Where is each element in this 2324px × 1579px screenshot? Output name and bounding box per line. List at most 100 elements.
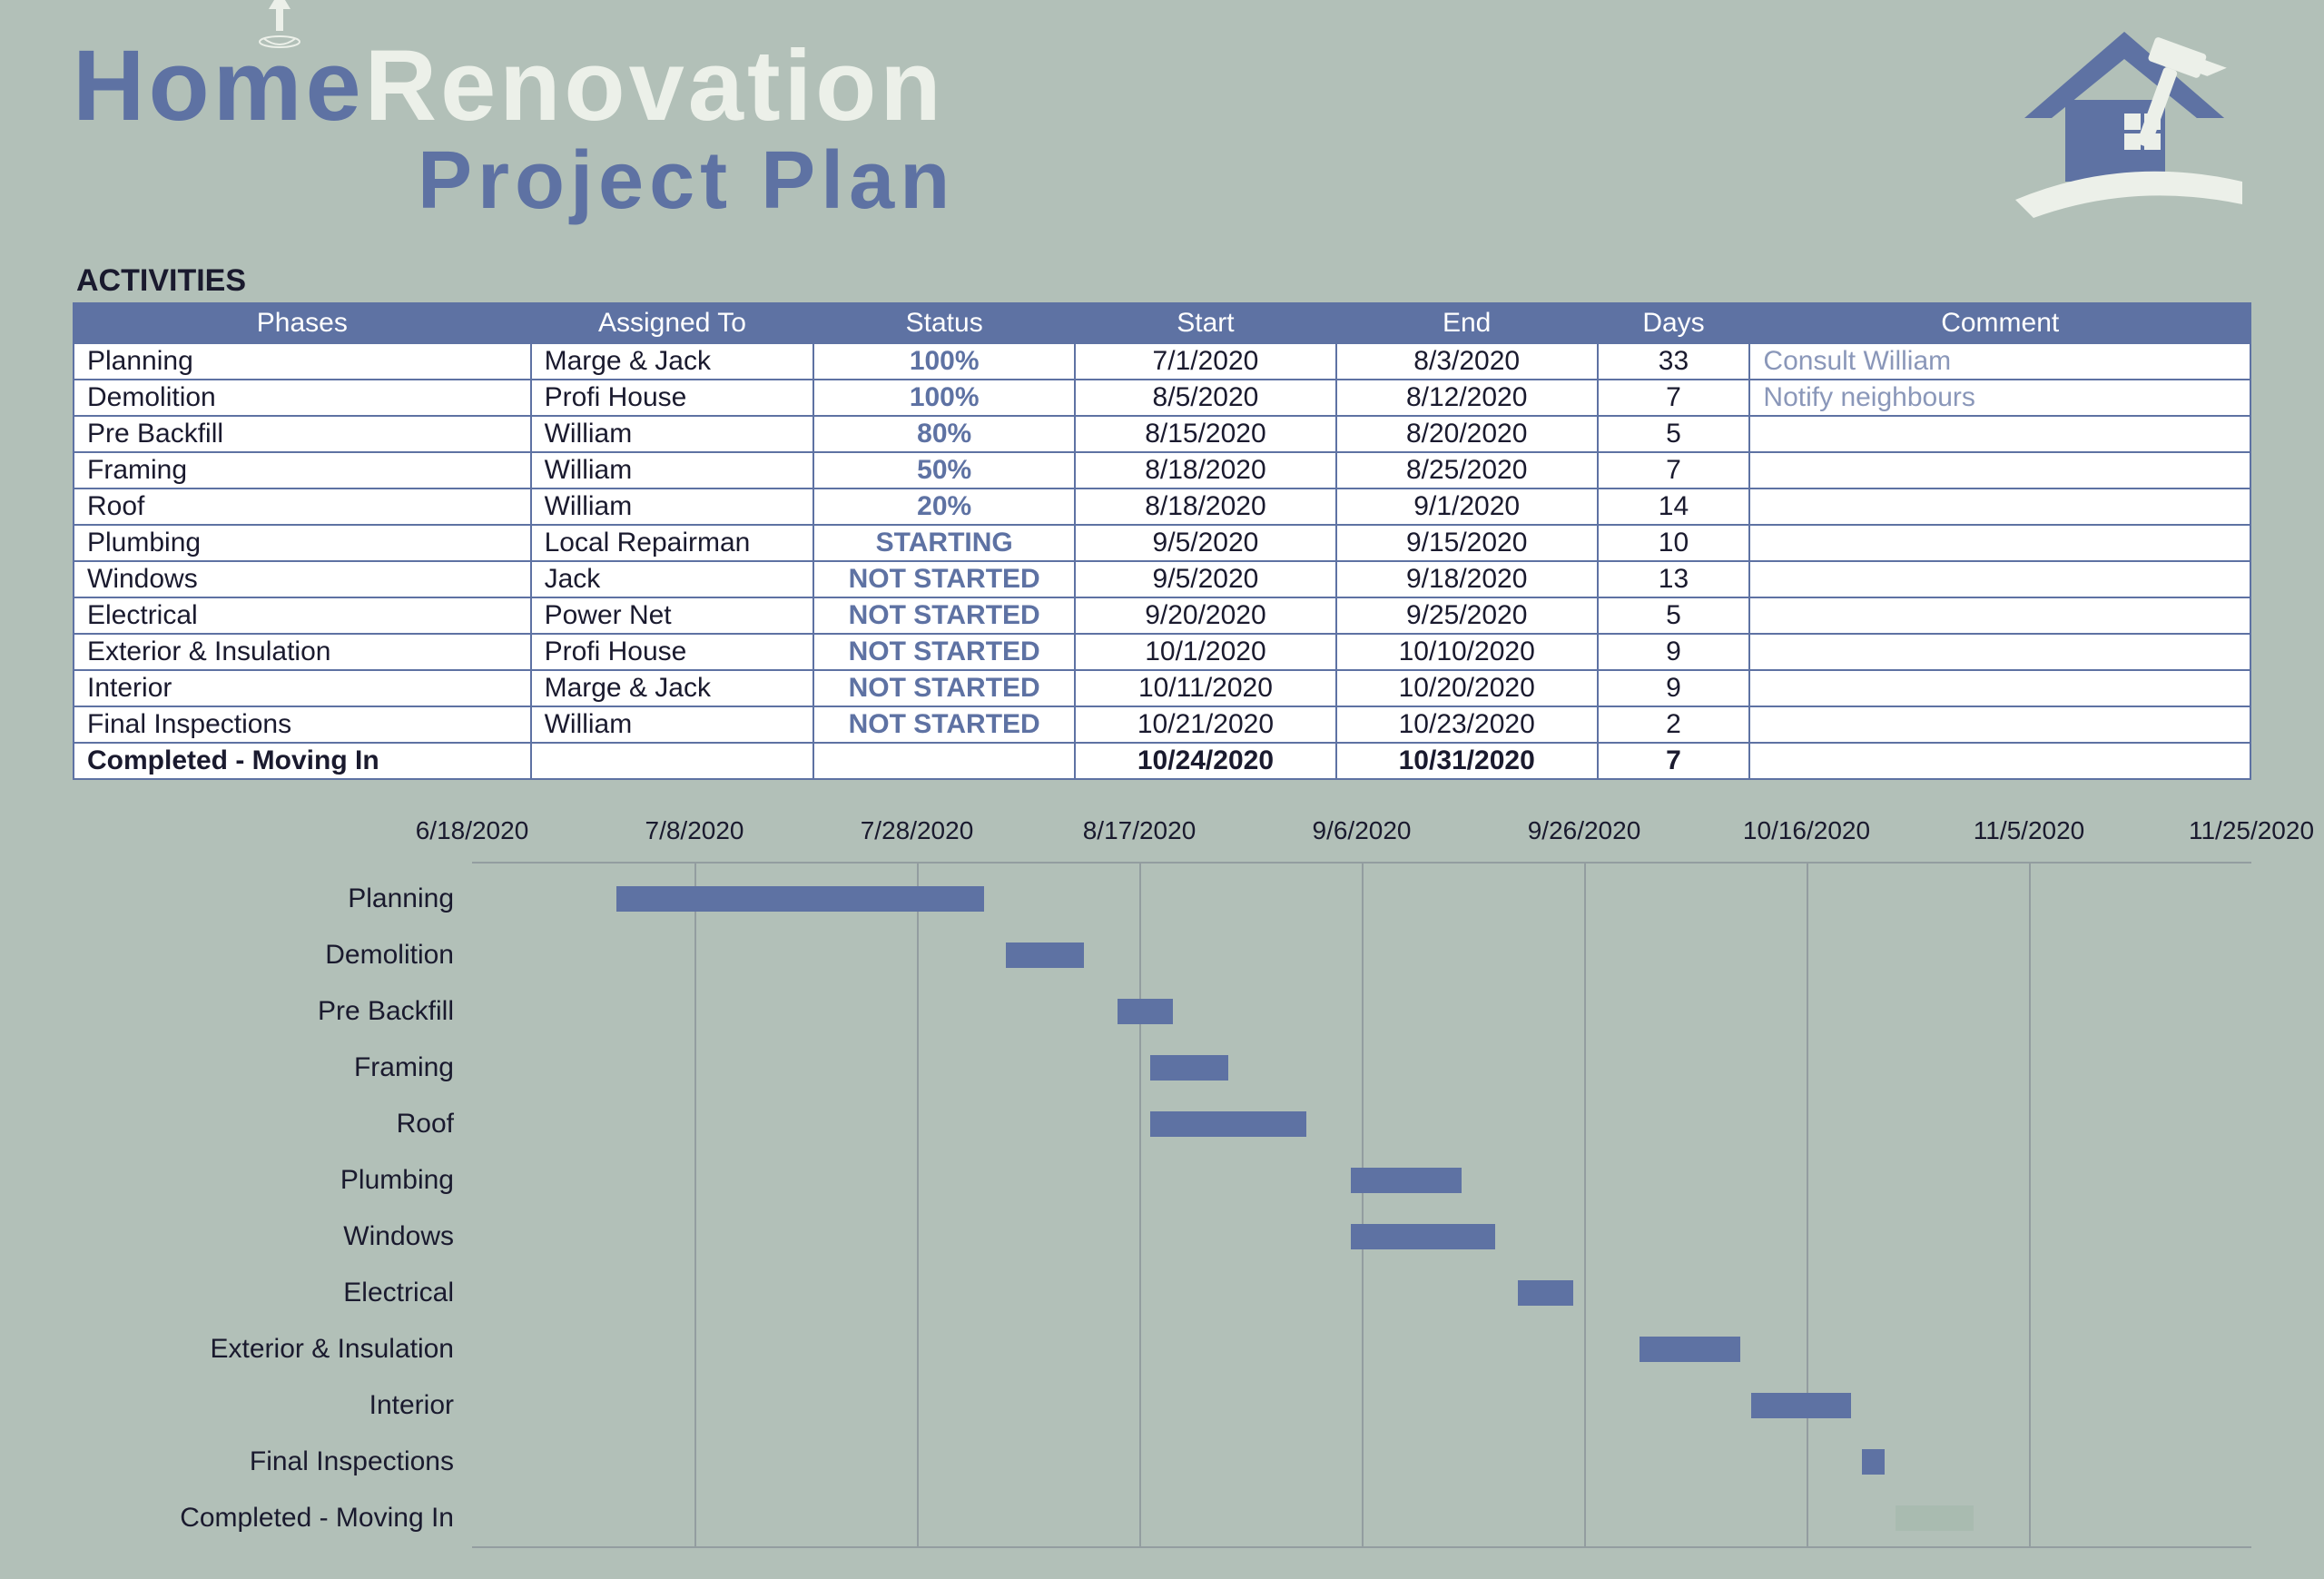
cell-start-date: 8/15/2020 [1075, 416, 1336, 452]
cell-assigned: William [531, 489, 814, 525]
cell-assigned: William [531, 416, 814, 452]
cell-comment [1749, 525, 2250, 561]
cell-status: 50% [813, 452, 1075, 489]
activities-label: ACTIVITIES [76, 263, 2251, 299]
cell-end-date: 10/31/2020 [1336, 743, 1598, 779]
cell-comment [1749, 706, 2250, 743]
gantt-row-label: Demolition [73, 927, 472, 983]
gantt-row-label: Completed - Moving In [73, 1490, 472, 1546]
gantt-axis-label: 10/16/2020 [1743, 816, 1870, 845]
cell-comment [1749, 489, 2250, 525]
cell-phase: Planning [74, 343, 531, 380]
cell-days: 14 [1598, 489, 1750, 525]
cell-days: 13 [1598, 561, 1750, 597]
title-renovation: Renovation [365, 30, 945, 142]
gantt-row-label: Framing [73, 1040, 472, 1096]
gantt-bar [1351, 1224, 1495, 1249]
cell-phase: Windows [74, 561, 531, 597]
gantt-bar [1896, 1505, 1974, 1531]
table-row: Completed - Moving In10/24/202010/31/202… [74, 743, 2250, 779]
cell-end-date: 10/10/2020 [1336, 634, 1598, 670]
table-header-cell: Days [1598, 303, 1750, 343]
cell-comment [1749, 634, 2250, 670]
cell-status: NOT STARTED [813, 597, 1075, 634]
table-header-cell: Phases [74, 303, 531, 343]
cell-start-date: 10/1/2020 [1075, 634, 1336, 670]
gantt-axis-label: 9/6/2020 [1313, 816, 1412, 845]
cell-status: NOT STARTED [813, 634, 1075, 670]
cell-end-date: 10/20/2020 [1336, 670, 1598, 706]
table-row: Final InspectionsWilliamNOT STARTED10/21… [74, 706, 2250, 743]
cell-assigned: Profi House [531, 634, 814, 670]
table-row: WindowsJackNOT STARTED9/5/20209/18/20201… [74, 561, 2250, 597]
cell-assigned: Marge & Jack [531, 670, 814, 706]
cell-phase: Framing [74, 452, 531, 489]
gantt-axis-label: 9/26/2020 [1528, 816, 1641, 845]
cell-comment [1749, 561, 2250, 597]
cell-phase: Plumbing [74, 525, 531, 561]
cell-start-date: 10/24/2020 [1075, 743, 1336, 779]
gantt-bar [1118, 999, 1173, 1024]
house-hammer-icon [1997, 27, 2251, 227]
table-header-cell: Start [1075, 303, 1336, 343]
cell-end-date: 8/20/2020 [1336, 416, 1598, 452]
gantt-gridline [2029, 862, 2031, 1548]
cell-start-date: 8/5/2020 [1075, 380, 1336, 416]
cell-assigned: William [531, 452, 814, 489]
table-header-cell: Comment [1749, 303, 2250, 343]
gantt-bar [1518, 1280, 1573, 1306]
title-block: HomeRenovation Project Plan [73, 36, 1997, 226]
gantt-row-label: Interior [73, 1377, 472, 1434]
title-home: Home [73, 30, 365, 142]
gantt-gridline [1139, 862, 1141, 1548]
cell-days: 5 [1598, 416, 1750, 452]
gantt-row-label: Final Inspections [73, 1434, 472, 1490]
cell-end-date: 9/18/2020 [1336, 561, 1598, 597]
cell-end-date: 8/12/2020 [1336, 380, 1598, 416]
gantt-axis-label: 7/8/2020 [645, 816, 744, 845]
cell-start-date: 10/11/2020 [1075, 670, 1336, 706]
gantt-axis-label: 8/17/2020 [1083, 816, 1196, 845]
gantt-row-label: Plumbing [73, 1152, 472, 1209]
table-row: Exterior & InsulationProfi HouseNOT STAR… [74, 634, 2250, 670]
cell-days: 33 [1598, 343, 1750, 380]
cell-days: 2 [1598, 706, 1750, 743]
cell-start-date: 10/21/2020 [1075, 706, 1336, 743]
gantt-chart: PlanningDemolitionPre BackfillFramingRoo… [73, 816, 2251, 1548]
cell-start-date: 8/18/2020 [1075, 452, 1336, 489]
cell-end-date: 9/1/2020 [1336, 489, 1598, 525]
table-row: DemolitionProfi House100%8/5/20208/12/20… [74, 380, 2250, 416]
cell-status: 20% [813, 489, 1075, 525]
cell-status: 80% [813, 416, 1075, 452]
cell-assigned: William [531, 706, 814, 743]
cell-phase: Demolition [74, 380, 531, 416]
cell-comment: Consult William [1749, 343, 2250, 380]
cell-status: NOT STARTED [813, 670, 1075, 706]
gantt-bar [1751, 1393, 1851, 1418]
table-row: FramingWilliam50%8/18/20208/25/20207 [74, 452, 2250, 489]
table-row: PlanningMarge & Jack100%7/1/20208/3/2020… [74, 343, 2250, 380]
gantt-gridline [1584, 862, 1586, 1548]
cell-status: NOT STARTED [813, 706, 1075, 743]
table-row: Pre BackfillWilliam80%8/15/20208/20/2020… [74, 416, 2250, 452]
gantt-row-label: Windows [73, 1209, 472, 1265]
cell-end-date: 10/23/2020 [1336, 706, 1598, 743]
cell-end-date: 8/25/2020 [1336, 452, 1598, 489]
cell-comment [1749, 597, 2250, 634]
gantt-row-label: Planning [73, 871, 472, 927]
gantt-bar [1640, 1337, 1739, 1362]
cell-days: 9 [1598, 670, 1750, 706]
cell-start-date: 7/1/2020 [1075, 343, 1336, 380]
gantt-bar [1150, 1111, 1306, 1137]
cell-phase: Final Inspections [74, 706, 531, 743]
cell-assigned: Jack [531, 561, 814, 597]
cell-days: 5 [1598, 597, 1750, 634]
table-row: InteriorMarge & JackNOT STARTED10/11/202… [74, 670, 2250, 706]
cell-assigned: Power Net [531, 597, 814, 634]
cell-status: NOT STARTED [813, 561, 1075, 597]
header: HomeRenovation Project Plan [73, 36, 2251, 254]
gantt-axis-label: 11/25/2020 [2189, 816, 2314, 845]
gantt-row-label: Pre Backfill [73, 983, 472, 1040]
gantt-gridline [1807, 862, 1808, 1548]
table-row: PlumbingLocal RepairmanSTARTING9/5/20209… [74, 525, 2250, 561]
